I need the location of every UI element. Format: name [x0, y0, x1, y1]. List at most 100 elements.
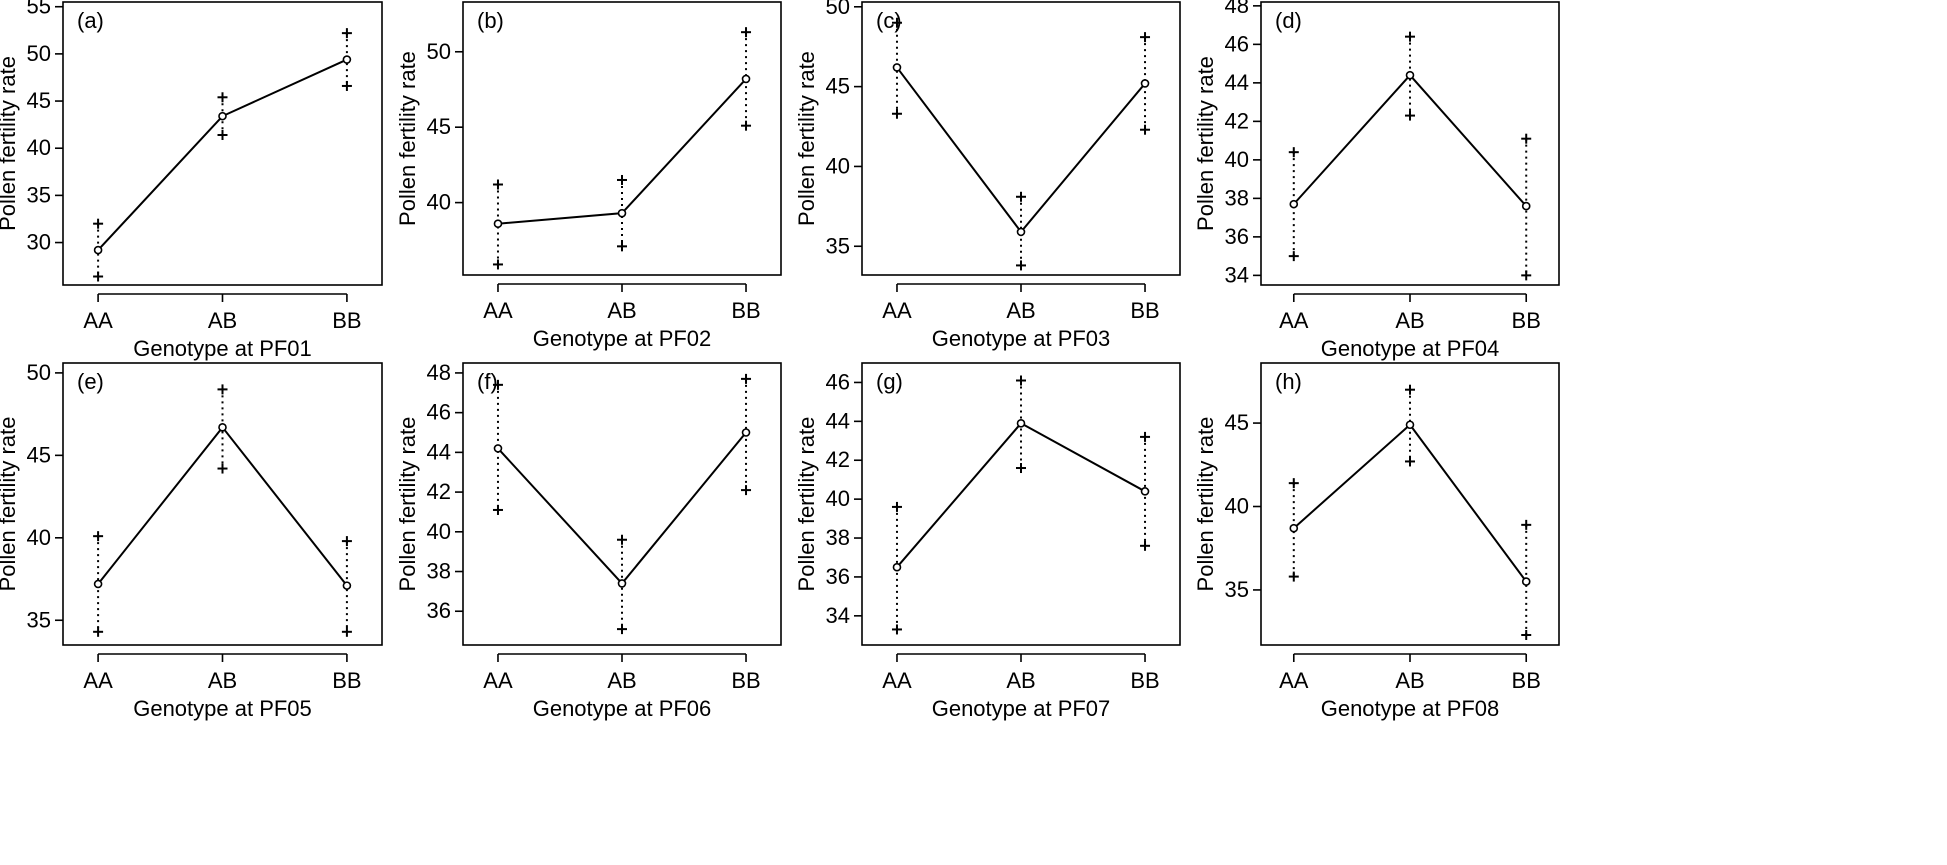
y-tick-label: 46	[427, 400, 451, 425]
y-tick-label: 40	[826, 153, 850, 178]
panel-label: (e)	[77, 369, 104, 394]
mean-line	[497, 78, 747, 225]
y-tick-label: 36	[826, 564, 850, 589]
y-tick-label: 44	[826, 408, 850, 433]
x-tick-label: BB	[1130, 668, 1159, 693]
panel-label: (b)	[477, 8, 504, 33]
y-tick-label: 45	[27, 442, 51, 467]
y-tick-label: 40	[27, 525, 51, 550]
mean-point	[892, 562, 902, 572]
y-tick-label: 35	[1225, 577, 1249, 602]
panel-a: 30 35 40 45 50 55 AA AB BB Genotype at PF01 Pollen…	[0, 0, 383, 361]
x-tick-label: AA	[83, 308, 113, 333]
mean-point	[1521, 201, 1531, 211]
y-tick-label: 38	[1225, 185, 1249, 210]
y-tick-label: 55	[27, 0, 51, 19]
x-tick-label: AA	[1279, 308, 1309, 333]
y-tick-label: 48	[427, 360, 451, 385]
mean-line	[1293, 73, 1527, 207]
y-tick-label: 42	[826, 447, 850, 472]
mean-point	[1289, 523, 1299, 533]
plot-frame	[861, 1, 1181, 276]
x-tick-label: AB	[1395, 308, 1424, 333]
x-tick-label: AA	[483, 298, 513, 323]
panel-label: (d)	[1275, 8, 1302, 33]
mean-point	[1289, 199, 1299, 209]
x-tick-label: BB	[1512, 308, 1541, 333]
y-tick-label: 34	[826, 603, 850, 628]
x-tick-label: AB	[1006, 298, 1035, 323]
panel-label: (f)	[477, 369, 498, 394]
y-axis-title: Pollen fertility rate	[794, 417, 819, 592]
mean-point	[1140, 79, 1150, 88]
y-tick-label: 30	[27, 230, 51, 255]
mean-point	[342, 55, 352, 64]
mean-point	[93, 579, 103, 589]
y-tick-label: 44	[427, 439, 451, 464]
x-tick-label: BB	[332, 308, 361, 333]
y-tick-label: 46	[826, 369, 850, 394]
y-tick-label: 45	[826, 74, 850, 99]
mean-line	[896, 66, 1146, 234]
plot-frame	[1260, 362, 1560, 646]
panel-c: 35 40 45 50 AA AB BB Genotype at PF03 Pollen fer…	[794, 0, 1181, 351]
y-axis-title: Pollen fertility rate	[1193, 417, 1218, 592]
panel-e: 35 40 45 50 AA AB BB Genotype at PF05 Pollen fer…	[0, 360, 383, 721]
x-tick-label: AA	[483, 668, 513, 693]
x-tick-label: AB	[1395, 668, 1424, 693]
panel-label: (h)	[1275, 369, 1302, 394]
y-tick-label: 45	[1225, 410, 1249, 435]
mean-line	[497, 431, 747, 585]
panel-d: 34 36 38 40 42 44 46 48 AA AB BB Genotype at PF04 Po…	[1193, 0, 1560, 361]
x-tick-label: AB	[607, 668, 636, 693]
x-tick-label: AA	[83, 668, 113, 693]
y-tick-label: 38	[427, 559, 451, 584]
y-tick-label: 40	[427, 190, 451, 215]
mean-point	[493, 444, 503, 453]
x-axis-title: Genotype at PF07	[932, 696, 1111, 721]
x-tick-label: BB	[731, 668, 760, 693]
mean-point	[1405, 420, 1415, 430]
x-tick-label: AB	[1006, 668, 1035, 693]
panel-label: (a)	[77, 8, 104, 33]
x-axis-title: Genotype at PF02	[533, 326, 712, 351]
mean-point	[617, 208, 627, 218]
y-tick-label: 40	[826, 486, 850, 511]
mean-point	[741, 428, 751, 437]
mean-point	[1405, 70, 1415, 80]
x-axis-title: Genotype at PF04	[1321, 336, 1500, 361]
mean-point	[1016, 418, 1026, 428]
y-tick-label: 40	[1225, 494, 1249, 519]
y-tick-label: 40	[427, 519, 451, 544]
panel-label: (g)	[876, 369, 903, 394]
y-axis-title: Pollen fertility rate	[395, 51, 420, 226]
panel-g: 34 36 38 40 42 44 46 AA AB BB Genotype at PF07 Poll…	[794, 362, 1181, 721]
y-tick-label: 45	[27, 88, 51, 113]
mean-point	[617, 579, 627, 588]
mean-point	[1140, 487, 1150, 496]
mean-point	[218, 111, 227, 121]
x-tick-label: BB	[332, 668, 361, 693]
y-tick-label: 44	[1225, 70, 1249, 95]
mean-line	[97, 58, 348, 251]
y-tick-label: 50	[27, 360, 51, 385]
plot-frame	[62, 1, 383, 286]
plot-frame	[1260, 1, 1560, 286]
mean-line	[1293, 423, 1528, 583]
y-tick-label: 50	[27, 41, 51, 66]
y-tick-label: 35	[27, 182, 51, 207]
panel-f: 36 38 40 42 44 46 48 AA AB BB Genotype at PF06 Poll…	[395, 360, 782, 721]
y-tick-label: 46	[1225, 31, 1249, 56]
y-axis-title: Pollen fertility rate	[1193, 56, 1218, 231]
mean-point	[218, 423, 227, 432]
x-tick-label: AA	[882, 298, 912, 323]
x-tick-label: BB	[731, 298, 760, 323]
x-axis-title: Genotype at PF08	[1321, 696, 1500, 721]
y-axis-title: Pollen fertility rate	[0, 417, 20, 592]
y-tick-label: 35	[826, 233, 850, 258]
plot-frame	[62, 362, 383, 646]
y-tick-label: 40	[1225, 147, 1249, 172]
x-tick-label: AB	[208, 308, 237, 333]
y-tick-label: 38	[826, 525, 850, 550]
mean-point	[892, 63, 902, 72]
